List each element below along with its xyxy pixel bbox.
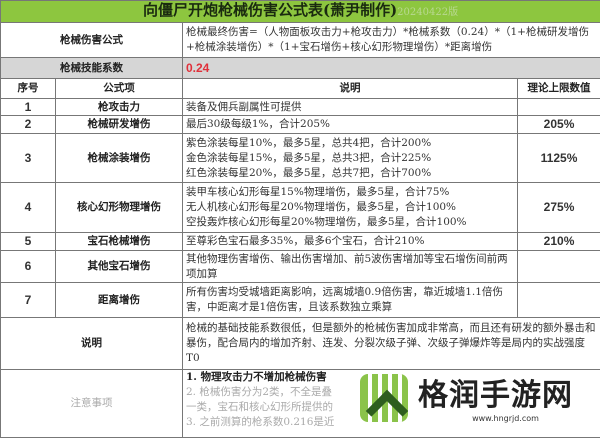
row-item: 枪械涂装增伤 <box>56 134 183 183</box>
row-number: 6 <box>1 251 56 283</box>
row-desc-line: 金色涂装每星15%，最多5星，总共3把，合计225% <box>186 151 514 166</box>
row-desc-line: 红色涂装每星20%，最多5星，总共7把，合计700% <box>186 166 514 181</box>
header-item: 公式项 <box>56 79 183 99</box>
table-title: 向僵尸开炮枪械伤害公式表(萧尹制作)20240422版 <box>1 1 600 23</box>
title-text: 向僵尸开炮枪械伤害公式表(萧尹制作) <box>143 1 397 19</box>
row-item: 其他宝石增伤 <box>56 251 183 283</box>
row-max <box>518 251 600 283</box>
row-number: 7 <box>1 283 56 318</box>
row-max <box>518 99 600 116</box>
header-desc: 说明 <box>183 79 518 99</box>
row-desc-line: 无人机核心幻形每星20%物理增伤，最多5星，合计100% <box>186 200 514 215</box>
row-desc: 所有伤害均受城墙距离影响，远离城墙0.9倍伤害，靠近城墙1.1倍伤害，中距离才是… <box>183 283 518 318</box>
formula-label: 枪械伤害公式 <box>1 23 183 58</box>
row-max: 275% <box>518 183 600 233</box>
row-number: 1 <box>1 99 56 116</box>
table-row: 6 其他宝石增伤 其他物理伤害增伤、输出伤害增加、前5波伤害增加等宝石增伤间前两… <box>1 251 600 283</box>
row-number: 3 <box>1 134 56 183</box>
attention-label: 注意事项 <box>1 370 183 438</box>
row-item: 核心幻形物理增伤 <box>56 183 183 233</box>
row-desc: 至尊彩色宝石最多35%，最多6个宝石，合计210% <box>183 233 518 251</box>
row-item: 枪械研发增伤 <box>56 116 183 134</box>
row-number: 2 <box>1 116 56 134</box>
table-row: 1 枪攻击力 装备及佣兵副属性可提供 <box>1 99 600 116</box>
row-desc-line: 最后30级每级1%，合计205% <box>186 117 514 132</box>
row-max: 205% <box>518 116 600 134</box>
row-desc: 紫色涂装每星10%，最多5星，总共4把，合计200%金色涂装每星15%，最多5星… <box>183 134 518 183</box>
row-desc-line: 空投轰炸核心幻形每星20%物理增伤，最多5星，合计100% <box>186 215 514 230</box>
row-max <box>518 283 600 318</box>
skill-value: 0.24 <box>183 58 600 79</box>
skill-label: 枪械技能系数 <box>1 58 183 79</box>
row-desc-line: 紫色涂装每星10%，最多5星，总共4把，合计200% <box>186 136 514 151</box>
row-desc: 最后30级每级1%，合计205% <box>183 116 518 134</box>
formula-text: 枪械最终伤害=（人物面板攻击力+枪攻击力）*枪械系数（0.24）*（1+枪械研发… <box>183 23 600 58</box>
row-max: 210% <box>518 233 600 251</box>
row-desc-line: 装备及佣兵副属性可提供 <box>186 100 514 115</box>
row-desc-line: 其他物理伤害增伤、输出伤害增加、前5波伤害增加等宝石增伤间前两项加算 <box>186 252 514 282</box>
watermark-url: www.hngrjd.com <box>418 414 593 423</box>
row-number: 5 <box>1 233 56 251</box>
note-label: 说明 <box>1 318 183 370</box>
house-logo-icon <box>360 374 408 422</box>
row-desc: 装甲车核心幻形每星15%物理增伤，最多5星，合计75%无人机核心幻形每星20%物… <box>183 183 518 233</box>
row-item: 宝石枪械增伤 <box>56 233 183 251</box>
watermark-name: 格润手游网 <box>418 370 573 414</box>
table-row: 5 宝石枪械增伤 至尊彩色宝石最多35%，最多6个宝石，合计210% 210% <box>1 233 600 251</box>
watermark: 格润手游网 www.hngrjd.com <box>352 370 600 430</box>
table-row: 7 距离增伤 所有伤害均受城墙距离影响，远离城墙0.9倍伤害，靠近城墙1.1倍伤… <box>1 283 600 318</box>
table-row: 3 枪械涂装增伤 紫色涂装每星10%，最多5星，总共4把，合计200%金色涂装每… <box>1 134 600 183</box>
note-text: 枪械的基础技能系数很低，但是额外的枪械伤害加成非常高，而且还有研发的额外暴击和暴… <box>183 318 600 370</box>
row-item: 距离增伤 <box>56 283 183 318</box>
row-desc: 装备及佣兵副属性可提供 <box>183 99 518 116</box>
row-item: 枪攻击力 <box>56 99 183 116</box>
row-number: 4 <box>1 183 56 233</box>
table-row: 4 核心幻形物理增伤 装甲车核心幻形每星15%物理增伤，最多5星，合计75%无人… <box>1 183 600 233</box>
header-max: 理论上限数值 <box>518 79 600 99</box>
header-no: 序号 <box>1 79 56 99</box>
table-row: 2 枪械研发增伤 最后30级每级1%，合计205% 205% <box>1 116 600 134</box>
row-desc-line: 至尊彩色宝石最多35%，最多6个宝石，合计210% <box>186 234 514 249</box>
row-desc-line: 所有伤害均受城墙距离影响，远离城墙0.9倍伤害，靠近城墙1.1倍伤害，中距离才是… <box>186 285 514 315</box>
row-desc-line: 装甲车核心幻形每星15%物理增伤，最多5星，合计75% <box>186 185 514 200</box>
version: 20240422版 <box>397 7 458 18</box>
row-max: 1125% <box>518 134 600 183</box>
row-desc: 其他物理伤害增伤、输出伤害增加、前5波伤害增加等宝石增伤间前两项加算 <box>183 251 518 283</box>
